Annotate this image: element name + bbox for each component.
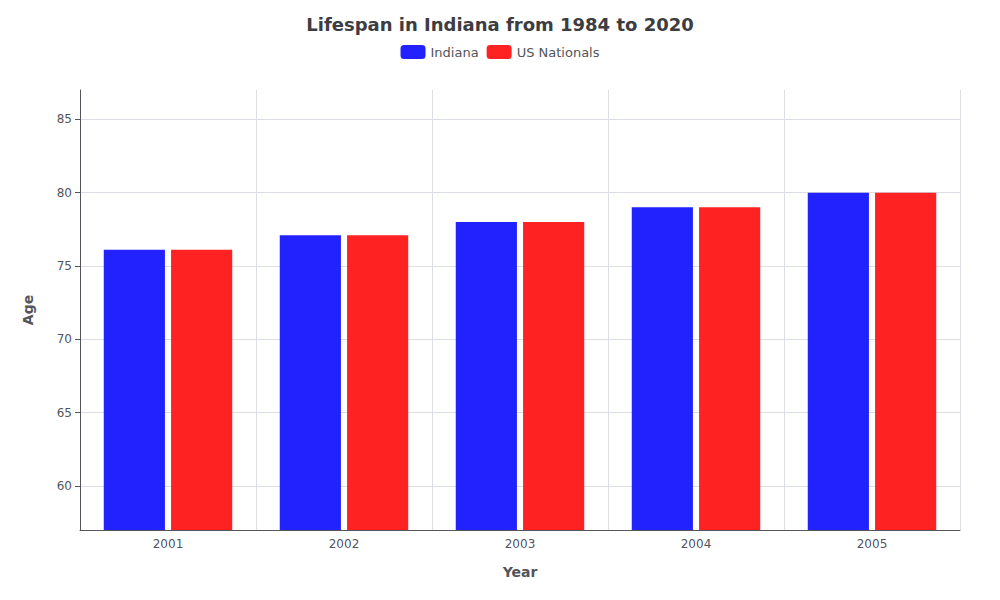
- svg-text:85: 85: [57, 112, 72, 126]
- svg-text:80: 80: [57, 186, 72, 200]
- svg-text:Indiana: Indiana: [431, 45, 479, 60]
- svg-text:2002: 2002: [329, 537, 360, 551]
- svg-text:2005: 2005: [857, 537, 888, 551]
- svg-text:2003: 2003: [505, 537, 536, 551]
- svg-text:65: 65: [57, 406, 72, 420]
- svg-text:Age: Age: [20, 295, 36, 325]
- svg-text:Lifespan in Indiana from 1984: Lifespan in Indiana from 1984 to 2020: [306, 14, 694, 35]
- svg-text:2001: 2001: [153, 537, 184, 551]
- svg-text:2004: 2004: [681, 537, 712, 551]
- svg-text:60: 60: [57, 479, 72, 493]
- svg-text:70: 70: [57, 332, 72, 346]
- svg-text:US Nationals: US Nationals: [517, 45, 600, 60]
- svg-text:75: 75: [57, 259, 72, 273]
- svg-text:Year: Year: [502, 564, 538, 580]
